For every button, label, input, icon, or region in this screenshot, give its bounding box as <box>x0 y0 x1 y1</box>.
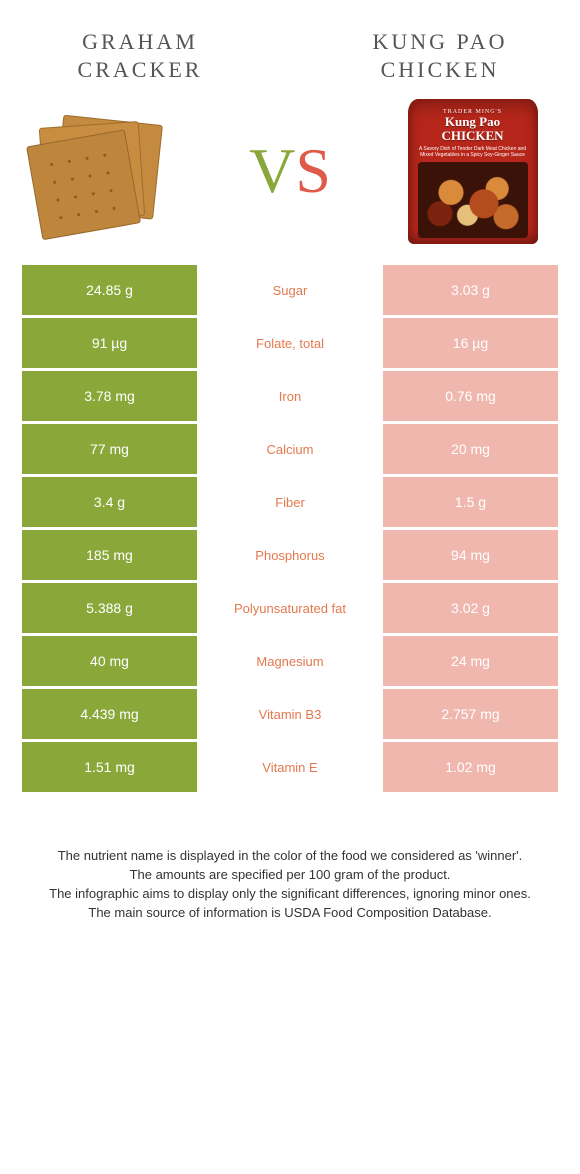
table-row: 24.85 gSugar3.03 g <box>22 265 558 315</box>
footer-line-1: The nutrient name is displayed in the co… <box>34 847 546 866</box>
left-value: 1.51 mg <box>22 742 197 792</box>
nutrient-table: 24.85 gSugar3.03 g91 µgFolate, total16 µ… <box>22 265 558 792</box>
nutrient-name: Iron <box>197 371 383 421</box>
left-value: 40 mg <box>22 636 197 686</box>
pouch-subtitle: A Savory Dish of Tender Dark Meat Chicke… <box>408 144 538 162</box>
pouch-line2: CHICKEN <box>441 128 503 143</box>
right-value: 16 µg <box>383 318 558 368</box>
right-value: 94 mg <box>383 530 558 580</box>
table-row: 1.51 mgVitamin E1.02 mg <box>22 742 558 792</box>
vs-v: V <box>249 139 295 203</box>
left-food-title: Graham Cracker <box>40 28 240 83</box>
nutrient-name: Phosphorus <box>197 530 383 580</box>
nutrient-name: Folate, total <box>197 318 383 368</box>
header: Graham Cracker Kung Pao Chicken <box>0 0 580 93</box>
left-food-title-line2: Cracker <box>78 57 203 82</box>
nutrient-name: Vitamin B3 <box>197 689 383 739</box>
table-row: 5.388 gPolyunsaturated fat3.02 g <box>22 583 558 633</box>
pouch-line1: Kung Pao <box>445 114 500 129</box>
table-row: 77 mgCalcium20 mg <box>22 424 558 474</box>
images-row: VS TRADER MING'S Kung Pao CHICKEN A Savo… <box>0 93 580 265</box>
table-row: 91 µgFolate, total16 µg <box>22 318 558 368</box>
right-value: 0.76 mg <box>383 371 558 421</box>
right-food-image: TRADER MING'S Kung Pao CHICKEN A Savory … <box>395 101 550 241</box>
right-value: 24 mg <box>383 636 558 686</box>
left-value: 24.85 g <box>22 265 197 315</box>
left-value: 185 mg <box>22 530 197 580</box>
footer-line-4: The main source of information is USDA F… <box>34 904 546 923</box>
nutrient-name: Magnesium <box>197 636 383 686</box>
left-value: 3.4 g <box>22 477 197 527</box>
right-value: 20 mg <box>383 424 558 474</box>
right-value: 3.02 g <box>383 583 558 633</box>
footer-line-2: The amounts are specified per 100 gram o… <box>34 866 546 885</box>
right-food-title: Kung Pao Chicken <box>340 28 540 83</box>
left-food-image <box>30 101 185 241</box>
graham-cracker-icon <box>33 111 183 231</box>
table-row: 185 mgPhosphorus94 mg <box>22 530 558 580</box>
table-row: 40 mgMagnesium24 mg <box>22 636 558 686</box>
footer-notes: The nutrient name is displayed in the co… <box>0 795 580 922</box>
right-food-title-line1: Kung Pao <box>372 29 507 54</box>
left-value: 91 µg <box>22 318 197 368</box>
right-value: 2.757 mg <box>383 689 558 739</box>
right-value: 1.02 mg <box>383 742 558 792</box>
nutrient-name: Sugar <box>197 265 383 315</box>
left-food-title-line1: Graham <box>82 29 198 54</box>
right-value: 1.5 g <box>383 477 558 527</box>
left-value: 77 mg <box>22 424 197 474</box>
right-food-title-line2: Chicken <box>381 57 500 82</box>
nutrient-name: Vitamin E <box>197 742 383 792</box>
nutrient-name: Fiber <box>197 477 383 527</box>
nutrient-name: Polyunsaturated fat <box>197 583 383 633</box>
kung-pao-package-icon: TRADER MING'S Kung Pao CHICKEN A Savory … <box>408 99 538 244</box>
left-value: 4.439 mg <box>22 689 197 739</box>
vs-label: VS <box>249 139 331 203</box>
table-row: 3.4 gFiber1.5 g <box>22 477 558 527</box>
nutrient-name: Calcium <box>197 424 383 474</box>
footer-line-3: The infographic aims to display only the… <box>34 885 546 904</box>
table-row: 3.78 mgIron0.76 mg <box>22 371 558 421</box>
left-value: 3.78 mg <box>22 371 197 421</box>
table-row: 4.439 mgVitamin B32.757 mg <box>22 689 558 739</box>
left-value: 5.388 g <box>22 583 197 633</box>
pouch-window-icon <box>418 162 528 238</box>
right-value: 3.03 g <box>383 265 558 315</box>
vs-s: S <box>295 139 331 203</box>
